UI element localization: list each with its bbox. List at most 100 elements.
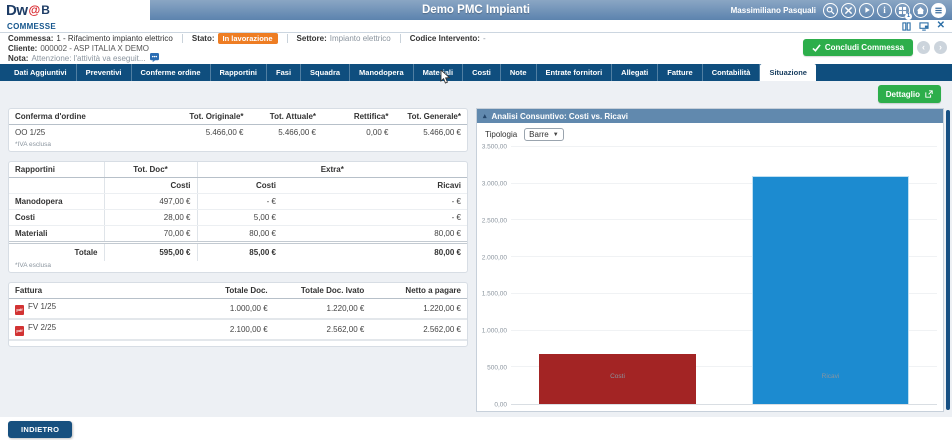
tab-squadra[interactable]: Squadra bbox=[301, 64, 351, 81]
totale-label: Totale bbox=[9, 241, 105, 261]
table-row[interactable]: Materiali 70,00 € 80,00 € 80,00 € bbox=[9, 225, 467, 243]
tab-conferme-ordine[interactable]: Conferme ordine bbox=[132, 64, 211, 81]
dettaglio-button[interactable]: Dettaglio bbox=[877, 85, 941, 103]
rapportini-card: Rapportini Tot. Doc* Extra* Costi Costi … bbox=[8, 161, 468, 273]
tab-fasi[interactable]: Fasi bbox=[267, 64, 302, 81]
divider bbox=[399, 33, 401, 43]
prev-commessa-button[interactable]: ‹ bbox=[917, 41, 930, 54]
tab-dati-aggiuntivi[interactable]: Dati Aggiuntivi bbox=[5, 64, 77, 81]
col-fattura: Fattura bbox=[9, 283, 177, 299]
apps-badge: 1 bbox=[905, 12, 912, 20]
cliente-value: 000002 - ASP ITALIA X DEMO bbox=[40, 43, 149, 53]
summary-tables: Conferma d'ordine Tot. Originale* Tot. A… bbox=[8, 108, 468, 356]
cliente-label: Cliente: bbox=[8, 43, 38, 53]
iva-footnote: *IVA esclusa bbox=[15, 262, 52, 269]
gridline bbox=[511, 182, 937, 184]
close-icon[interactable]: ✕ bbox=[936, 20, 945, 31]
oo-label: OO 1/25 bbox=[15, 128, 46, 137]
chart-toolbar: Tipologia Barre ▼ bbox=[477, 123, 943, 145]
divider bbox=[286, 33, 288, 43]
subcol-costi-extra: Costi bbox=[197, 177, 282, 194]
home-icon[interactable] bbox=[913, 2, 928, 18]
tab-note[interactable]: Note bbox=[501, 64, 537, 81]
gridline bbox=[511, 329, 937, 331]
tab-bar: Dati Aggiuntivi Preventivi Conferme ordine… bbox=[0, 64, 952, 81]
tools-icon[interactable] bbox=[841, 2, 856, 18]
table-row[interactable]: pdf FV 2/25 2.100,00 € 2.562,00 € 2.562,0… bbox=[9, 319, 467, 341]
indietro-button[interactable]: INDIETRO bbox=[8, 421, 73, 438]
gridline bbox=[511, 292, 937, 294]
subcol-costi-doc: Costi bbox=[104, 177, 198, 194]
gridline bbox=[511, 146, 937, 147]
y-tick-label: 0,00 bbox=[494, 401, 507, 409]
panel-header[interactable]: ▴ Analisi Consuntivo: Costi vs. Ricavi bbox=[477, 109, 943, 123]
app-header: Demo PMC Impianti Dw @ B Massimiliano Pasq… bbox=[0, 0, 952, 20]
y-tick-label: 1.500,00 bbox=[481, 290, 507, 298]
col-tot-originale: Tot. Originale* bbox=[177, 109, 250, 125]
header-toolbar: Massimiliano Pasquali i 1 bbox=[731, 0, 946, 20]
iva-footnote: *IVA esclusa bbox=[15, 141, 52, 148]
y-tick-label: 500,00 bbox=[487, 364, 507, 372]
info-icon[interactable]: i bbox=[877, 2, 892, 18]
next-commessa-button[interactable]: › bbox=[934, 41, 947, 54]
col-extra: Extra* bbox=[197, 162, 467, 178]
tab-contabilità[interactable]: Contabilità bbox=[703, 64, 761, 81]
tab-rapportini[interactable]: Rapportini bbox=[211, 64, 268, 81]
apps-grid-icon[interactable]: 1 bbox=[895, 2, 912, 20]
tab-situazione[interactable]: Situazione bbox=[760, 64, 816, 81]
tab-entrate-fornitori[interactable]: Entrate fornitori bbox=[537, 64, 613, 81]
user-name[interactable]: Massimiliano Pasquali bbox=[730, 5, 816, 15]
bar-ricavi[interactable] bbox=[751, 176, 910, 404]
table-row[interactable]: OO 1/25 5.466,00 € 5.466,00 € 0,00 € 5.4… bbox=[9, 125, 467, 141]
tab-manodopera[interactable]: Manodopera bbox=[350, 64, 414, 81]
external-link-icon bbox=[925, 90, 933, 98]
pdf-icon[interactable]: pdf bbox=[15, 305, 24, 315]
x-tick-label: Ricavi bbox=[821, 373, 840, 380]
col-tot-attuale: Tot. Attuale* bbox=[249, 109, 322, 125]
table-row[interactable]: Costi 28,00 € 5,00 € - € bbox=[9, 209, 467, 226]
tab-materiali[interactable]: Materiali bbox=[414, 64, 464, 81]
module-bar: COMMESSE ✕ bbox=[0, 20, 952, 33]
screen-icon[interactable] bbox=[919, 21, 929, 31]
app-title: Demo PMC Impianti bbox=[422, 4, 530, 16]
search-icon[interactable] bbox=[823, 2, 838, 18]
status-badge: In lavorazione bbox=[217, 32, 278, 44]
mouse-cursor bbox=[440, 68, 451, 89]
commessa-actions: Concludi Commessa ‹ › bbox=[802, 39, 947, 56]
pdf-icon[interactable]: pdf bbox=[15, 326, 24, 336]
columns-icon[interactable] bbox=[901, 21, 911, 31]
menu-icon[interactable] bbox=[931, 2, 946, 18]
check-icon bbox=[812, 43, 821, 52]
col-rettifica: Rettifica* bbox=[322, 109, 395, 125]
tab-preventivi[interactable]: Preventivi bbox=[77, 64, 132, 81]
tab-allegati[interactable]: Allegati bbox=[612, 64, 659, 81]
settore-label: Settore: bbox=[296, 33, 327, 43]
tipologia-select[interactable]: Barre ▼ bbox=[524, 128, 564, 141]
dweb-logo[interactable]: Dw @ B bbox=[0, 0, 150, 20]
tab-fatture[interactable]: Fatture bbox=[658, 64, 703, 81]
analisi-consuntivo-panel: ▴ Analisi Consuntivo: Costi vs. Ricavi T… bbox=[476, 108, 944, 412]
y-tick-label: 3.000,00 bbox=[481, 180, 507, 188]
collapse-icon[interactable]: ▴ bbox=[483, 113, 487, 120]
concludi-commessa-button[interactable]: Concludi Commessa bbox=[802, 39, 913, 56]
col-netto: Netto a pagare bbox=[370, 283, 467, 299]
tipologia-label: Tipologia bbox=[485, 130, 518, 139]
totals-row: Totale 595,00 € 85,00 € 80,00 € bbox=[9, 241, 467, 261]
settore-value: Impianto elettrico bbox=[329, 33, 391, 43]
col-totale-ivato: Totale Doc. Ivato bbox=[273, 283, 371, 299]
col-tot-generale: Tot. Generale* bbox=[394, 109, 467, 125]
table-row[interactable]: pdf FV 1/25 1.000,00 € 1.220,00 € 1.220,0… bbox=[9, 298, 467, 320]
col-tot-doc: Tot. Doc* bbox=[104, 162, 198, 178]
comment-icon[interactable] bbox=[149, 52, 159, 64]
tab-costi[interactable]: Costi bbox=[463, 64, 501, 81]
play-icon[interactable] bbox=[859, 2, 874, 18]
rapportini-title: Rapportini bbox=[9, 162, 105, 178]
nota-value: Attenzione: l'attività va eseguit... bbox=[31, 53, 146, 63]
commessa-line1: Commessa: 1 - Rifacimento impianto elett… bbox=[8, 32, 952, 44]
nota-label: Nota: bbox=[8, 53, 29, 63]
divider bbox=[181, 33, 183, 43]
bar-costi[interactable] bbox=[538, 354, 697, 404]
bar-chart: 0,00 500,00 1.000,00 1.500,00 2.000,00 2.500,… bbox=[479, 144, 937, 409]
vertical-scrollbar[interactable] bbox=[946, 110, 950, 410]
table-row[interactable]: Manodopera 497,00 € - € - € bbox=[9, 193, 467, 210]
